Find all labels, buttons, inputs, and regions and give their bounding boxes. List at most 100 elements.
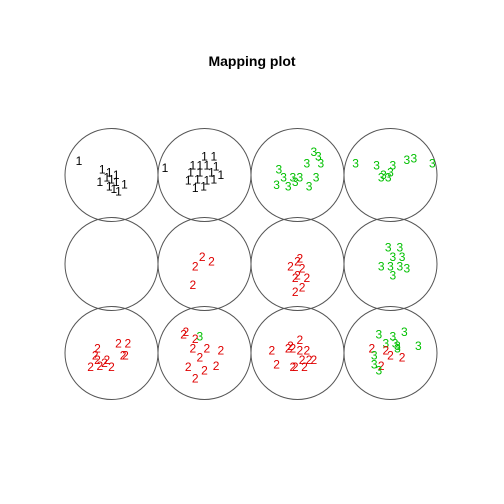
point-class-3: 3	[303, 156, 310, 170]
point-class-3: 3	[385, 241, 392, 255]
point-class-2: 2	[273, 358, 280, 372]
point-class-2: 2	[124, 337, 131, 351]
point-class-2: 2	[208, 255, 215, 269]
point-class-1: 1	[115, 184, 122, 198]
point-class-2: 2	[378, 359, 385, 373]
point-class-3: 3	[396, 259, 403, 273]
point-class-2: 2	[383, 344, 390, 358]
point-class-1: 1	[103, 170, 110, 184]
point-class-1: 1	[192, 181, 199, 195]
point-class-2: 2	[299, 280, 306, 294]
point-class-2: 2	[292, 360, 299, 374]
point-class-1: 1	[113, 175, 120, 189]
node-row1-col2: 11 11 1 1 11 1 1 11 1 1 11 1	[157, 128, 252, 222]
point-class-3: 3	[290, 170, 297, 184]
node-circle	[157, 217, 252, 311]
point-class-3: 3	[380, 168, 387, 182]
point-class-1: 1	[76, 154, 83, 168]
point-class-3: 3	[401, 325, 408, 339]
point-class-3: 3	[196, 330, 203, 344]
point-class-2: 2	[108, 360, 115, 374]
point-class-3: 3	[389, 250, 396, 264]
point-class-3: 3	[385, 170, 392, 184]
point-class-3: 3	[378, 259, 385, 273]
point-class-3: 3	[376, 364, 383, 378]
point-class-1: 1	[121, 177, 128, 191]
point-class-3: 3	[371, 358, 378, 372]
point-class-1: 1	[110, 182, 117, 196]
point-class-3: 3	[387, 259, 394, 273]
point-class-2: 2	[199, 250, 206, 264]
point-class-1: 1	[97, 175, 104, 189]
point-class-2: 2	[292, 271, 299, 285]
point-class-2: 2	[399, 351, 406, 365]
point-class-2: 2	[296, 251, 303, 265]
point-class-2: 2	[269, 344, 276, 358]
point-class-3: 3	[387, 166, 394, 180]
point-class-1: 1	[106, 180, 113, 194]
point-class-3: 3	[276, 162, 283, 176]
point-class-3: 3	[396, 241, 403, 255]
point-class-3: 3	[403, 153, 410, 167]
point-class-3: 3	[352, 156, 359, 170]
node-row2-col2: 2 222	[157, 217, 252, 311]
point-class-3: 3	[317, 156, 324, 170]
point-class-2: 2	[192, 332, 199, 346]
point-class-1: 1	[99, 162, 106, 176]
node-circle	[343, 306, 438, 400]
point-class-1: 1	[108, 173, 115, 187]
point-class-1: 1	[194, 173, 201, 187]
point-class-2: 2	[299, 353, 306, 367]
point-class-2: 2	[103, 353, 110, 367]
point-class-2: 2	[369, 341, 376, 355]
point-class-2: 2	[285, 341, 292, 355]
point-class-2: 2	[387, 348, 394, 362]
point-class-2: 2	[183, 325, 190, 339]
point-class-3: 3	[429, 156, 436, 170]
node-row2-col1	[64, 217, 159, 311]
point-class-2: 2	[303, 344, 310, 358]
point-class-2: 2	[301, 360, 308, 374]
point-class-2: 2	[294, 269, 301, 283]
point-class-3: 3	[280, 170, 287, 184]
point-class-1: 1	[106, 166, 113, 180]
point-class-3: 3	[296, 170, 303, 184]
point-class-1: 1	[113, 168, 120, 182]
point-class-1: 1	[203, 159, 210, 173]
point-class-2: 2	[180, 327, 187, 341]
point-class-2: 2	[287, 259, 294, 273]
point-class-1: 1	[196, 166, 203, 180]
point-class-2: 2	[190, 278, 197, 292]
point-class-3: 3	[392, 337, 399, 351]
point-class-2: 2	[290, 341, 297, 355]
point-class-1: 1	[203, 174, 210, 188]
node-circle	[343, 128, 438, 222]
point-class-2: 2	[192, 372, 199, 386]
point-class-2: 2	[306, 353, 313, 367]
point-class-2: 2	[101, 356, 108, 370]
point-class-2: 2	[122, 348, 129, 362]
point-class-2: 2	[213, 359, 220, 373]
point-class-3: 3	[389, 330, 396, 344]
point-class-3: 3	[371, 348, 378, 362]
point-class-1: 1	[210, 149, 217, 163]
point-class-2: 2	[303, 271, 310, 285]
point-class-2: 2	[190, 341, 197, 355]
point-class-1: 1	[187, 166, 194, 180]
point-class-2: 2	[310, 353, 317, 367]
point-class-1: 1	[213, 160, 220, 174]
point-class-3: 3	[376, 327, 383, 341]
point-class-2: 2	[299, 262, 306, 276]
point-class-2: 2	[203, 341, 210, 355]
point-class-2: 2	[294, 255, 301, 269]
point-class-3: 3	[306, 180, 313, 194]
node-circle	[64, 217, 159, 311]
point-class-2: 2	[97, 359, 104, 373]
node-circle	[343, 217, 438, 311]
